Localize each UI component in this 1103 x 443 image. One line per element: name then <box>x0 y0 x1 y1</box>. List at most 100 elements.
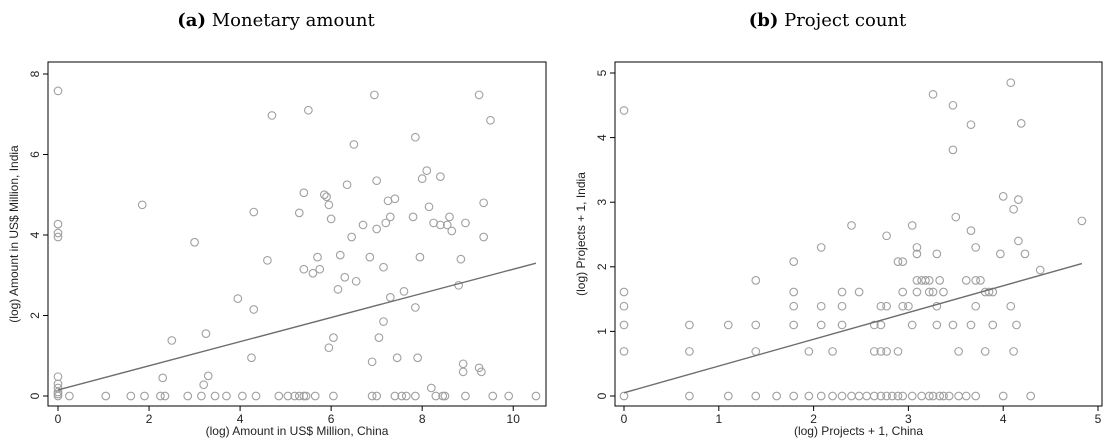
data-point <box>442 220 452 230</box>
data-point <box>980 347 990 356</box>
data-point <box>440 391 450 401</box>
data-point <box>966 226 976 235</box>
data-point <box>477 367 486 377</box>
data-point <box>53 86 63 96</box>
data-point <box>53 232 63 242</box>
panel-label: (b) <box>748 10 779 31</box>
y-tick-label: 6 <box>28 151 42 158</box>
data-point <box>335 250 345 260</box>
data-point <box>322 192 331 202</box>
chart-title: Project count <box>784 10 907 31</box>
data-point <box>869 391 879 401</box>
x-tick-label: 8 <box>419 412 426 426</box>
data-point <box>685 391 694 401</box>
data-point <box>372 391 382 401</box>
data-point <box>971 301 981 311</box>
data-point <box>326 214 336 224</box>
data-point <box>411 303 420 312</box>
data-point <box>954 347 963 356</box>
data-point <box>436 172 445 181</box>
data-point <box>329 391 338 401</box>
data-point <box>372 176 382 186</box>
data-point <box>907 320 917 330</box>
panel-monetary-amount: (a) Monetary amount 0 2 4 6 8 10 0 2 4 6 8 (log) Am… <box>7 10 547 438</box>
data-point <box>160 391 170 401</box>
data-point <box>951 212 961 222</box>
data-point <box>898 391 908 401</box>
data-point <box>379 262 388 272</box>
data-point <box>1077 216 1087 226</box>
data-point <box>751 320 761 330</box>
data-point <box>907 221 917 230</box>
x-axis-title: (log) Projects + 1, China <box>794 424 923 438</box>
data-point <box>921 276 930 285</box>
data-point <box>431 391 441 401</box>
data-point <box>190 237 199 247</box>
data-point <box>329 333 338 342</box>
data-point <box>263 256 272 265</box>
data-point <box>882 347 891 356</box>
data-point <box>358 220 368 230</box>
y-tick-label: 0 <box>28 392 42 399</box>
data-point <box>816 243 826 252</box>
data-point <box>862 391 872 401</box>
y-tick-label: 1 <box>595 328 609 335</box>
data-point <box>140 391 149 401</box>
data-point <box>274 391 284 401</box>
data-point <box>893 391 903 401</box>
data-point <box>137 200 147 210</box>
scatter-plot-a: 0 2 4 6 8 10 0 2 4 6 8 (log) Amount in US$ Million,… <box>7 61 547 438</box>
data-point <box>372 224 382 234</box>
data-point <box>324 343 334 353</box>
y-tick-label: 3 <box>595 199 609 206</box>
data-point <box>365 252 375 262</box>
data-point <box>210 391 220 401</box>
data-point <box>379 317 388 326</box>
data-point <box>299 391 309 401</box>
data-point <box>1020 249 1030 259</box>
plot-frame <box>614 61 1103 407</box>
data-point <box>837 287 847 297</box>
data-point <box>924 287 934 297</box>
data-point <box>847 221 856 230</box>
data-point <box>928 287 938 297</box>
x-tick-label: 0 <box>55 412 62 426</box>
data-point <box>816 320 826 330</box>
data-point <box>912 287 922 297</box>
data-point <box>904 301 913 311</box>
data-point <box>869 347 879 356</box>
data-point <box>222 391 231 401</box>
data-point <box>898 287 908 297</box>
data-point <box>751 276 761 285</box>
data-point <box>898 301 908 311</box>
data-point <box>479 198 488 208</box>
plot-frame <box>47 61 547 407</box>
data-point <box>456 254 466 264</box>
data-point <box>928 391 938 401</box>
data-point <box>869 320 879 330</box>
data-point <box>447 226 457 236</box>
data-point <box>619 320 629 330</box>
data-point <box>333 284 343 294</box>
data-point <box>238 391 247 401</box>
data-point <box>158 373 168 383</box>
data-point <box>1035 265 1045 275</box>
data-point <box>367 391 377 401</box>
data-point <box>789 301 799 311</box>
data-point <box>458 359 468 369</box>
data-point <box>486 115 495 125</box>
data-point <box>998 192 1008 201</box>
data-point <box>340 272 350 282</box>
data-point <box>948 145 958 155</box>
x-tick-label: 2 <box>810 412 817 426</box>
data-point <box>816 391 826 401</box>
y-tick-label: 2 <box>28 312 42 319</box>
data-point <box>53 228 63 238</box>
data-point <box>397 391 407 401</box>
x-tick-label: 0 <box>621 412 628 426</box>
data-point <box>351 276 361 286</box>
data-point <box>308 268 318 278</box>
data-point <box>251 391 261 401</box>
data-point <box>837 301 847 311</box>
data-point <box>1006 301 1016 311</box>
